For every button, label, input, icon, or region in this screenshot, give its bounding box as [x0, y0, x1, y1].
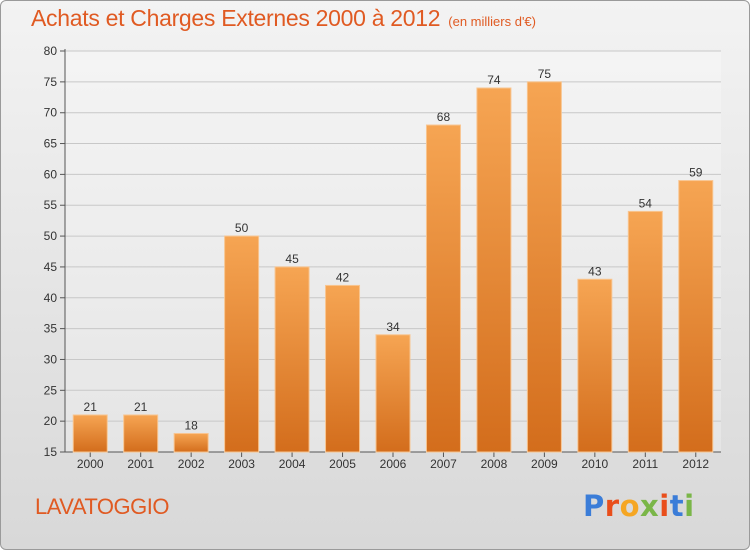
- x-tick-label: 2000: [77, 457, 104, 471]
- y-tick-label: 30: [44, 352, 58, 366]
- x-tick-label: 2001: [127, 457, 154, 471]
- data-label: 74: [487, 73, 501, 87]
- x-tick-label: 2006: [380, 457, 407, 471]
- x-tick-label: 2012: [682, 457, 709, 471]
- bar: [425, 124, 461, 453]
- y-tick-label: 15: [44, 445, 58, 459]
- bar: [274, 266, 310, 453]
- y-tick-label: 80: [44, 44, 58, 58]
- y-tick-label: 65: [44, 137, 58, 151]
- x-tick-label: 2009: [531, 457, 558, 471]
- y-tick-label: 70: [44, 106, 58, 120]
- location-name: LAVATOGGIO: [35, 494, 169, 519]
- logo-letter: x: [640, 489, 660, 523]
- proxiti-logo[interactable]: Proxiti: [583, 489, 695, 523]
- data-label: 59: [689, 166, 703, 180]
- bar: [476, 87, 512, 453]
- bar: [627, 210, 663, 453]
- bar: [123, 414, 159, 453]
- bar: [224, 235, 260, 453]
- y-tick-label: 45: [44, 260, 58, 274]
- logo-letter: r: [604, 489, 620, 523]
- bar: [678, 180, 714, 453]
- data-label: 50: [235, 221, 249, 235]
- bar: [375, 334, 411, 453]
- logo-letter: o: [619, 489, 641, 523]
- x-tick-label: 2003: [228, 457, 255, 471]
- y-tick-label: 40: [44, 291, 58, 305]
- logo-letter: t: [669, 489, 685, 523]
- x-tick-label: 2007: [430, 457, 457, 471]
- data-label: 45: [285, 252, 299, 266]
- title-unit: (en milliers d'€): [448, 14, 536, 29]
- x-tick-label: 2005: [329, 457, 356, 471]
- data-label: 68: [437, 110, 451, 124]
- x-tick-label: 2008: [481, 457, 508, 471]
- data-label: 18: [184, 418, 198, 432]
- x-tick-label: 2004: [279, 457, 306, 471]
- data-label: 42: [336, 270, 350, 284]
- chart-title: Achats et Charges Externes 2000 à 2012 (e…: [31, 5, 536, 32]
- bar: [577, 278, 613, 453]
- bar: [325, 284, 361, 453]
- y-tick-label: 75: [44, 75, 58, 89]
- x-tick-label: 2010: [581, 457, 608, 471]
- x-tick-label: 2011: [632, 457, 658, 471]
- y-tick-label: 60: [44, 167, 58, 181]
- logo-letter: i: [684, 489, 695, 523]
- logo-letter: P: [583, 489, 605, 523]
- y-tick-label: 25: [44, 383, 58, 397]
- bar: [526, 81, 562, 453]
- x-tick-label: 2002: [178, 457, 205, 471]
- data-label: 21: [134, 400, 148, 414]
- data-label: 43: [588, 264, 602, 278]
- logo-letter: i: [659, 489, 670, 523]
- data-label: 21: [84, 400, 98, 414]
- bar: [72, 414, 108, 453]
- data-label: 34: [386, 320, 400, 334]
- data-label: 54: [639, 196, 653, 210]
- data-label: 75: [538, 67, 552, 81]
- y-tick-label: 20: [44, 414, 58, 428]
- title-text: Achats et Charges Externes 2000 à 2012: [31, 5, 441, 31]
- y-tick-label: 50: [44, 229, 58, 243]
- y-tick-label: 55: [44, 198, 58, 212]
- y-tick-label: 35: [44, 322, 58, 336]
- bar: [173, 432, 209, 453]
